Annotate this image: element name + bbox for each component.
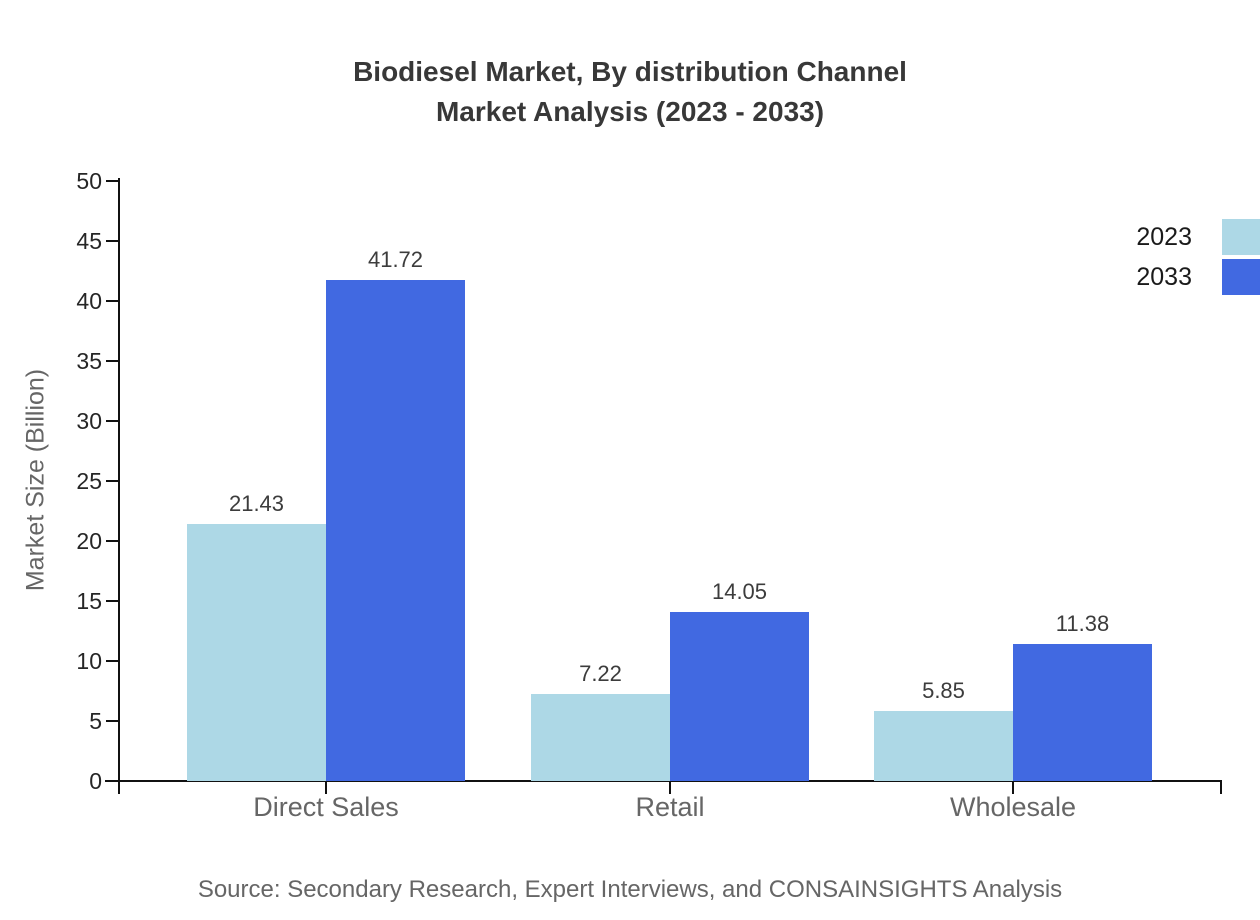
bar-2023 <box>874 710 1013 781</box>
y-tick-label: 25 <box>76 468 102 494</box>
bar-value-label: 11.38 <box>1055 611 1110 637</box>
bar-value-label: 5.85 <box>922 677 965 703</box>
y-tick-mark <box>106 720 118 722</box>
bar-value-label: 7.22 <box>579 661 622 687</box>
legend-item-label: 2033 <box>1136 262 1192 291</box>
chart-title: Biodiesel Market, By distribution Channe… <box>0 52 1260 132</box>
x-tick-mark <box>669 781 671 794</box>
bar-value-label: 14.05 <box>711 579 768 605</box>
legend-item: 2023 <box>1136 219 1260 255</box>
y-tick-mark <box>106 780 118 782</box>
y-tick-label: 10 <box>76 648 102 674</box>
legend-item-label: 2023 <box>1136 222 1192 251</box>
y-tick-label: 50 <box>76 168 102 194</box>
y-tick-mark <box>106 300 118 302</box>
y-tick-mark <box>106 180 118 182</box>
y-tick-mark <box>106 360 118 362</box>
y-tick-label: 30 <box>76 408 102 434</box>
y-axis-line <box>118 178 120 794</box>
source-note: Source: Secondary Research, Expert Inter… <box>197 876 1063 903</box>
chart-title-line2: Market Analysis (2023 - 2033) <box>435 96 825 127</box>
legend: 2023 2033 <box>1136 219 1260 295</box>
y-tick-label: 35 <box>76 348 102 374</box>
bar-value-label: 41.72 <box>367 247 424 273</box>
y-tick-mark <box>106 240 118 242</box>
bar-2023 <box>531 694 670 781</box>
x-category-label: Direct Sales <box>253 792 399 822</box>
legend-item: 2033 <box>1136 259 1260 295</box>
y-tick-label: 5 <box>89 708 102 734</box>
bar-2033 <box>326 280 465 781</box>
y-tick-label: 0 <box>89 768 102 794</box>
legend-swatch <box>1222 219 1260 255</box>
x-axis-line <box>105 780 1222 782</box>
y-tick-mark <box>106 660 118 662</box>
y-tick-label: 15 <box>76 588 102 614</box>
y-tick-label: 20 <box>76 528 102 554</box>
y-tick-mark <box>106 480 118 482</box>
x-tick-mark <box>325 781 327 794</box>
bar-2023 <box>187 523 326 781</box>
y-tick-label: 40 <box>76 288 102 314</box>
legend-swatch <box>1222 259 1260 295</box>
chart-title-line1: Biodiesel Market, By distribution Channe… <box>353 56 907 87</box>
bar-value-label: 21.43 <box>228 490 285 516</box>
y-tick-mark <box>106 540 118 542</box>
x-category-label: Retail <box>635 792 705 822</box>
bar-2033 <box>670 612 809 781</box>
x-category-label: Wholesale <box>949 792 1077 822</box>
bar-2033 <box>1013 644 1152 781</box>
y-tick-mark <box>106 420 118 422</box>
y-tick-label: 45 <box>76 228 102 254</box>
x-tick-mark <box>1012 781 1014 794</box>
x-axis-end-tick <box>1220 780 1222 794</box>
y-tick-mark <box>106 600 118 602</box>
